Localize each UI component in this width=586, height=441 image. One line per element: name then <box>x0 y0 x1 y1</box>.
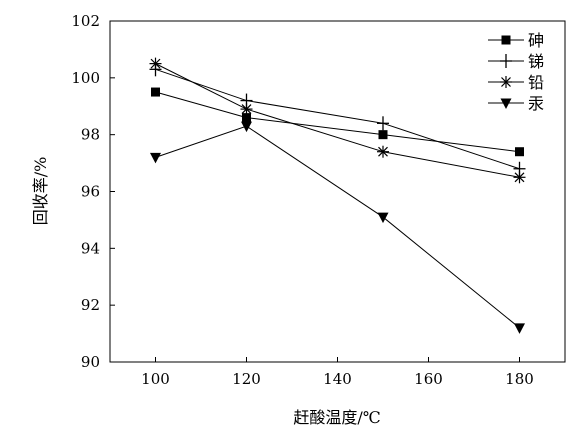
y-tick-label: 96 <box>81 183 100 201</box>
legend-label: 砷 <box>528 31 544 50</box>
y-tick-label: 98 <box>81 126 100 144</box>
y-tick-label: 94 <box>81 239 100 257</box>
x-tick-label: 180 <box>505 370 534 388</box>
data-point-series-1 <box>377 116 389 131</box>
data-point-series-2 <box>149 57 162 70</box>
x-axis-ticks: 100 120 140 160 180 <box>141 357 534 388</box>
data-point-series-3 <box>150 152 161 164</box>
y-tick-label: 100 <box>71 69 100 87</box>
legend-marker <box>501 35 511 45</box>
legend-marker <box>500 54 512 68</box>
y-axis-title: 回收率/% <box>31 157 50 226</box>
data-point-series-2 <box>513 171 526 184</box>
x-axis-title: 赶酸温度/℃ <box>293 408 380 427</box>
series-line-1 <box>155 68 520 170</box>
x-tick-label: 120 <box>232 370 261 388</box>
data-point-series-0 <box>515 147 524 157</box>
y-tick-label: 92 <box>81 296 100 314</box>
legend-marker <box>500 98 512 109</box>
series-line-0 <box>155 91 520 153</box>
series-line-3 <box>155 125 520 329</box>
data-point-series-0 <box>151 87 160 97</box>
legend-item: 铅 <box>488 73 544 92</box>
x-tick-label: 160 <box>414 370 443 388</box>
series-layer <box>149 57 526 334</box>
y-axis-ticks: 90 92 94 96 98 100 102 <box>71 12 115 371</box>
data-point-series-3 <box>514 323 525 334</box>
plot-frame <box>109 20 566 363</box>
data-point-series-2 <box>377 145 389 158</box>
y-tick-label: 102 <box>71 12 100 30</box>
data-point-series-3 <box>241 121 252 133</box>
legend-item: 砷 <box>488 31 544 50</box>
legend-item: 汞 <box>488 94 544 113</box>
y-tick-label: 90 <box>81 353 100 371</box>
data-point-series-0 <box>242 113 251 123</box>
legend-label: 汞 <box>528 94 544 113</box>
series-line-2 <box>155 63 520 178</box>
data-point-series-3 <box>377 212 389 224</box>
legend-item: 锑 <box>488 52 544 71</box>
legend-label: 铅 <box>528 73 544 92</box>
legend-label: 锑 <box>528 52 544 71</box>
legend-marker <box>500 76 512 88</box>
x-tick-label: 100 <box>141 370 170 388</box>
data-point-series-2 <box>240 103 253 116</box>
data-point-series-0 <box>378 130 388 140</box>
x-tick-label: 140 <box>323 370 352 388</box>
